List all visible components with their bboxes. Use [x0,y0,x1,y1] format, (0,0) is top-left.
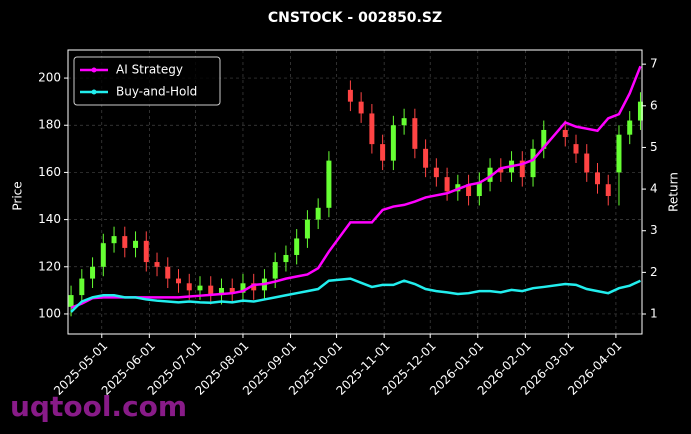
candle-body [304,219,310,239]
candle-body [240,283,246,293]
legend-box [73,56,221,106]
candle-body [90,266,96,279]
candle-body [380,144,386,161]
candle-body [122,236,128,248]
candle-body [390,125,396,161]
candle-body [616,134,622,173]
candle-body [401,118,407,126]
y-tick-label: 160 [38,165,61,179]
y-tick-label: 200 [38,71,61,85]
candle-body [530,148,536,178]
candle-body [562,129,568,138]
candle-body [433,167,439,178]
candle-body [68,295,74,307]
candle-body [283,254,289,263]
legend-label: Buy-and-Hold [116,85,197,99]
candle-body [423,148,429,168]
candle-body [133,240,139,248]
candle-body [412,118,418,149]
candle-body [165,266,171,279]
candle-body [519,160,525,178]
candle-body [584,153,590,173]
watermark: uqtool.com [10,390,187,423]
y2-tick-label: 5 [650,140,658,154]
candle-body [541,129,547,149]
candle-body [208,285,214,296]
candle-body [358,101,364,114]
return-line [70,277,641,313]
plot-area [68,50,643,334]
candle-body [476,181,482,197]
candle-body [627,120,633,135]
candle-body [197,285,203,291]
candle-body [466,184,472,197]
candle-body [251,283,257,291]
y2-tick-label: 2 [650,265,658,279]
candle-body [79,278,85,296]
candle-body [573,144,579,154]
candle-body [100,243,106,267]
candle-body [369,113,375,145]
y2-axis-label: Return [667,172,681,212]
legend-marker [91,89,97,95]
plot-frame [67,49,643,335]
y-tick-label: 100 [38,306,61,320]
candle-body [294,238,300,255]
candle-body [229,288,235,293]
y2-tick-label: 3 [650,223,658,237]
y-tick-label: 180 [38,118,61,132]
candle-body [594,172,600,185]
candle-body [326,160,332,208]
y2-tick-label: 4 [650,182,658,196]
candle-body [347,89,353,102]
y-axis-label: Price [11,181,25,210]
candle-body [218,288,224,296]
y2-tick-label: 6 [650,98,658,112]
candle-body [444,177,450,192]
candle-body [637,101,643,121]
candle-body [154,262,160,267]
legend-marker [91,67,97,73]
candle-body [315,207,321,220]
candle-body [176,278,182,284]
candle-body [143,240,149,263]
legend-label: AI Strategy [116,63,183,77]
chart-title: CNSTOCK - 002850.SZ [268,10,442,26]
y-tick-label: 140 [38,212,61,226]
candle-body [487,167,493,182]
candle-body [272,262,278,279]
candle-body [605,184,611,197]
y2-tick-label: 1 [650,307,658,321]
return-line [70,65,642,309]
candle-body [498,167,504,173]
candle-body [186,283,192,291]
y2-tick-label: 7 [650,57,658,71]
y-tick-label: 120 [38,259,61,273]
candle-body [111,236,117,244]
